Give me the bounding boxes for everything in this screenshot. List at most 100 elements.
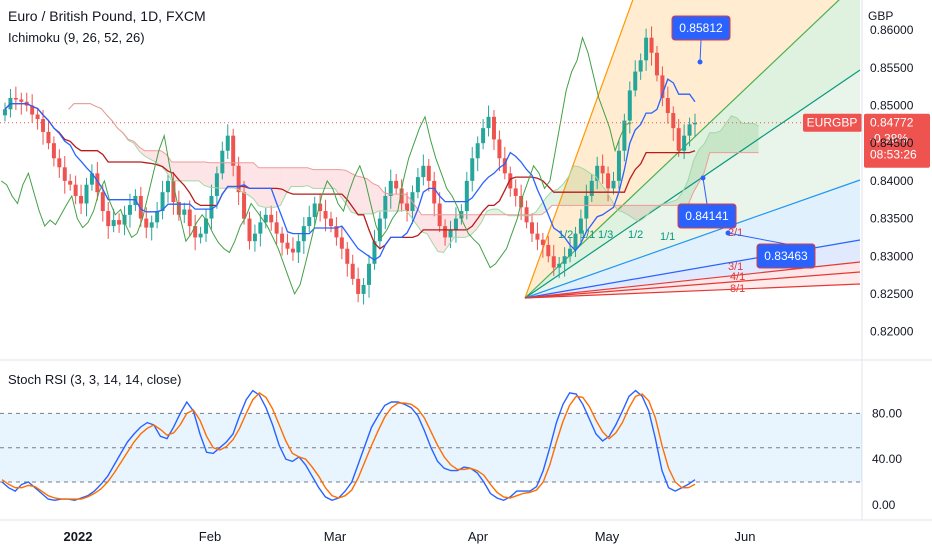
bull-candle [252, 233, 257, 242]
gann-fan-label: 1/1 [660, 231, 675, 243]
kumo-cloud-segment [693, 149, 699, 193]
leading-span-b [68, 103, 759, 216]
bear-candle [236, 165, 241, 193]
gann-fan-line [524, 271, 861, 299]
bear-candle [432, 180, 437, 204]
kumo-cloud-segment [709, 132, 716, 153]
bull-candle [448, 229, 453, 238]
bear-candle [57, 158, 62, 168]
kumo-cloud-segment [601, 183, 607, 206]
kumo-cloud-segment [209, 162, 216, 188]
kumo-cloud-segment [139, 146, 145, 157]
base-line [4, 102, 696, 250]
ichimoku-lines-layer [0, 35, 759, 296]
gann-fan-line [524, 283, 861, 299]
bull-candle [307, 217, 312, 227]
bear-candle [328, 218, 333, 227]
symbol-title[interactable]: Euro / British Pound, 1D, FXCM [8, 8, 206, 24]
bull-candle [214, 173, 219, 196]
bear-candle [671, 113, 676, 129]
bear-candle [187, 209, 192, 227]
kumo-cloud-segment [731, 115, 737, 153]
bull-candle [149, 222, 154, 228]
lagging-span [0, 35, 632, 296]
bear-candle [530, 222, 535, 234]
bear-candle [323, 211, 328, 219]
bull-candle [127, 205, 132, 215]
gann-fan-label: 8/1 [730, 283, 745, 295]
bear-candle [51, 143, 56, 159]
kumo-cloud-segment [649, 205, 656, 212]
kumo-cloud-segment [432, 214, 439, 252]
ichimoku-legend[interactable]: Ichimoku (9, 26, 52, 26) [8, 30, 145, 45]
bear-candle [508, 173, 513, 189]
gann-fan-label: 1/2 [628, 229, 643, 241]
bear-candle [356, 278, 361, 294]
bear-candle [318, 203, 323, 212]
bear-candle [280, 233, 285, 243]
kumo-cloud-segment [579, 166, 585, 206]
price-callout-box [677, 203, 737, 229]
price-callout-text: 0.85812 [679, 21, 723, 35]
bull-candle [464, 180, 469, 212]
bear-candle [394, 180, 399, 189]
price-badge-countdown: 08:53:26 [870, 148, 917, 162]
kumo-cloud-segment [302, 167, 308, 187]
kumo-cloud-segment [264, 167, 270, 208]
bear-candle [339, 237, 344, 249]
bear-candle [242, 192, 247, 219]
kumo-cloud-segment [573, 165, 580, 206]
gann-fan[interactable]: 1/2 1/1 1/3 1/2 1/1 2/13/14/18/1 [524, 0, 861, 299]
bear-candle [138, 195, 143, 219]
bull-candle [182, 209, 187, 215]
callout-anchor-dot [725, 230, 731, 236]
price-tick-label: 0.86000 [870, 23, 914, 37]
kumo-cloud-segment [275, 167, 281, 208]
bear-candle [660, 75, 665, 98]
kumo-cloud-segment [253, 162, 259, 206]
kumo-cloud-segment [389, 194, 395, 212]
gann-fan-label: 1/2 [558, 229, 573, 241]
bear-candle [68, 180, 73, 185]
ichimoku-cloud-layer [68, 103, 759, 253]
bull-candle [111, 220, 116, 227]
kumo-cloud-segment [155, 150, 161, 166]
kumo-cloud-segment [247, 162, 254, 199]
bull-candle [225, 135, 230, 151]
kumo-cloud-segment [144, 150, 151, 160]
kumo-cloud-segment [644, 205, 650, 218]
bull-candle [616, 150, 621, 181]
bull-candle [84, 184, 89, 204]
bull-candle [557, 263, 562, 268]
bear-candle [399, 188, 404, 204]
price-tick-label: 0.85500 [870, 61, 914, 75]
price-tick-label: 0.83500 [870, 212, 914, 226]
bull-candle [578, 218, 583, 234]
bull-candle [372, 241, 377, 264]
bear-candle [117, 220, 122, 225]
bear-candle [79, 195, 84, 204]
time-tick-label: Jun [735, 529, 756, 544]
kumo-cloud-segment [150, 150, 156, 163]
gann-fan-label: 2/1 [728, 227, 743, 239]
bear-candle [540, 239, 545, 245]
callout-anchor-dot [697, 59, 703, 65]
bull-candle [481, 128, 486, 144]
stoch-rsi-legend[interactable]: Stoch RSI (3, 3, 14, 14, close) [8, 372, 182, 387]
conversion-line [4, 78, 696, 261]
bull-candle [682, 135, 687, 151]
callout-leader [702, 177, 708, 205]
time-tick-label: 2022 [64, 529, 93, 544]
stoch-rsi-pane: 0.00 40.00 80.00 [0, 389, 902, 512]
price-tick-label: 0.84500 [870, 136, 914, 150]
kumo-cloud-segment [177, 162, 183, 181]
price-tick-label: 0.82000 [870, 325, 914, 339]
bear-candle [41, 119, 46, 132]
kumo-cloud-segment [742, 123, 748, 153]
bull-candle [611, 180, 616, 189]
time-tick-label: May [595, 529, 620, 544]
kumo-cloud-segment [334, 169, 341, 196]
gann-fan-label: 4/1 [730, 271, 745, 283]
kumo-cloud-segment [291, 167, 297, 187]
